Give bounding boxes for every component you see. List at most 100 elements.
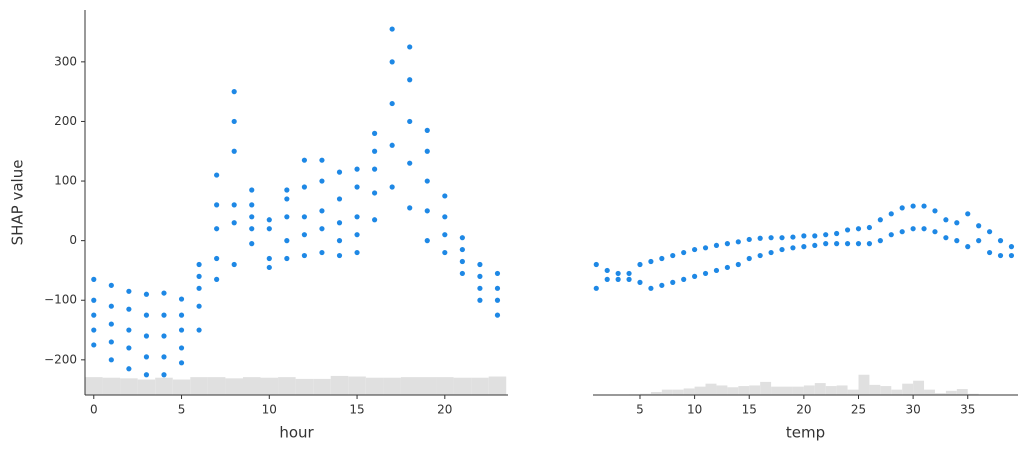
histogram-bar bbox=[488, 376, 507, 395]
point bbox=[214, 172, 220, 178]
y-tick-label: 300 bbox=[54, 54, 77, 68]
point bbox=[692, 273, 698, 280]
point bbox=[407, 160, 413, 166]
point bbox=[442, 249, 448, 256]
point bbox=[249, 202, 255, 208]
point bbox=[231, 202, 237, 208]
point bbox=[648, 258, 654, 265]
point bbox=[249, 241, 255, 247]
point bbox=[477, 285, 483, 291]
point bbox=[231, 89, 237, 95]
point bbox=[372, 148, 378, 154]
point bbox=[459, 246, 465, 253]
point bbox=[681, 276, 687, 282]
point bbox=[196, 273, 202, 280]
point bbox=[724, 264, 730, 271]
point bbox=[823, 241, 829, 247]
point bbox=[126, 366, 132, 372]
point bbox=[249, 214, 255, 220]
histogram-bar bbox=[967, 393, 979, 395]
point bbox=[407, 44, 413, 50]
point bbox=[692, 246, 698, 253]
point bbox=[178, 327, 185, 333]
point bbox=[319, 249, 325, 256]
point bbox=[354, 232, 360, 238]
point bbox=[424, 238, 430, 244]
point bbox=[801, 244, 807, 250]
point bbox=[1008, 244, 1015, 250]
point bbox=[319, 208, 325, 214]
x-tick-label: 5 bbox=[178, 403, 186, 417]
point bbox=[735, 261, 741, 268]
histogram-bar bbox=[694, 386, 706, 395]
point bbox=[407, 77, 413, 83]
point bbox=[389, 100, 395, 107]
point bbox=[266, 255, 272, 262]
y-tick-label: 200 bbox=[54, 114, 77, 128]
histogram-bar bbox=[365, 377, 384, 395]
point bbox=[659, 282, 665, 288]
point bbox=[888, 211, 894, 217]
y-tick-label: −100 bbox=[44, 293, 77, 307]
point bbox=[746, 255, 752, 262]
point bbox=[196, 327, 202, 333]
histogram-bar bbox=[313, 378, 331, 395]
point bbox=[866, 224, 873, 231]
point bbox=[424, 208, 430, 214]
point bbox=[284, 255, 290, 262]
histogram-bar bbox=[661, 389, 673, 395]
point bbox=[637, 261, 643, 268]
point bbox=[921, 226, 927, 232]
point bbox=[976, 223, 982, 229]
point bbox=[746, 236, 752, 243]
point bbox=[319, 157, 325, 163]
point bbox=[389, 184, 395, 190]
point bbox=[336, 169, 343, 175]
point bbox=[372, 217, 378, 223]
point bbox=[231, 148, 237, 154]
point bbox=[965, 244, 971, 250]
point bbox=[442, 232, 448, 238]
point bbox=[790, 234, 796, 240]
point bbox=[108, 357, 114, 363]
point bbox=[779, 246, 785, 253]
point bbox=[877, 238, 883, 244]
point bbox=[855, 241, 862, 247]
point bbox=[91, 327, 97, 333]
point bbox=[735, 239, 741, 245]
point bbox=[768, 249, 774, 256]
point bbox=[910, 203, 916, 209]
point bbox=[336, 196, 343, 202]
point bbox=[231, 220, 237, 226]
point bbox=[91, 276, 97, 282]
point bbox=[812, 233, 818, 239]
histogram-bar bbox=[705, 383, 717, 395]
x-tick-label: 35 bbox=[960, 403, 975, 417]
histogram-bar bbox=[891, 389, 903, 395]
point bbox=[459, 270, 465, 277]
point bbox=[442, 214, 448, 220]
point bbox=[442, 193, 448, 199]
histogram-bar bbox=[418, 377, 437, 395]
point bbox=[161, 333, 167, 339]
point bbox=[823, 232, 829, 238]
point bbox=[637, 279, 643, 285]
point bbox=[336, 252, 343, 259]
point bbox=[986, 229, 993, 235]
point bbox=[494, 312, 501, 318]
point bbox=[626, 276, 632, 282]
point bbox=[943, 217, 949, 223]
point bbox=[143, 354, 150, 360]
point bbox=[126, 345, 132, 351]
point bbox=[702, 270, 709, 277]
point bbox=[249, 187, 255, 193]
point bbox=[161, 290, 167, 296]
histogram-bar bbox=[749, 385, 761, 395]
point bbox=[899, 229, 905, 235]
point bbox=[757, 235, 763, 241]
point bbox=[702, 245, 709, 251]
histogram-bar bbox=[782, 386, 793, 395]
point bbox=[354, 184, 360, 190]
histogram-bar bbox=[836, 385, 848, 395]
